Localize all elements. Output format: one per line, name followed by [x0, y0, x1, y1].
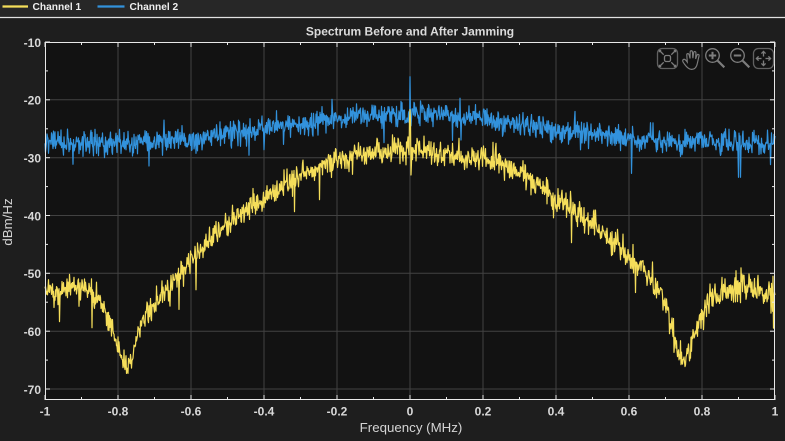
svg-text:-30: -30 — [24, 152, 42, 166]
svg-text:0.6: 0.6 — [621, 405, 638, 419]
svg-text:Spectrum Before and After Jamm: Spectrum Before and After Jamming — [306, 25, 514, 39]
svg-text:0.4: 0.4 — [548, 405, 565, 419]
svg-text:-20: -20 — [24, 94, 42, 108]
svg-text:Channel 1: Channel 1 — [33, 2, 82, 13]
svg-text:-50: -50 — [24, 267, 42, 281]
svg-text:-0.4: -0.4 — [254, 405, 275, 419]
svg-text:0: 0 — [407, 405, 414, 419]
svg-text:-0.6: -0.6 — [181, 405, 202, 419]
svg-text:0.8: 0.8 — [694, 405, 711, 419]
svg-text:Frequency (MHz): Frequency (MHz) — [360, 420, 463, 435]
svg-text:-10: -10 — [24, 36, 42, 50]
svg-text:Channel 2: Channel 2 — [130, 2, 179, 13]
svg-text:-0.2: -0.2 — [327, 405, 348, 419]
svg-text:-70: -70 — [24, 383, 42, 397]
svg-text:-1: -1 — [40, 405, 51, 419]
svg-text:-0.8: -0.8 — [108, 405, 129, 419]
svg-text:-60: -60 — [24, 325, 42, 339]
svg-text:-40: -40 — [24, 209, 42, 223]
svg-text:1: 1 — [772, 405, 779, 419]
svg-text:0.2: 0.2 — [475, 405, 492, 419]
svg-text:dBm/Hz: dBm/Hz — [0, 198, 15, 245]
